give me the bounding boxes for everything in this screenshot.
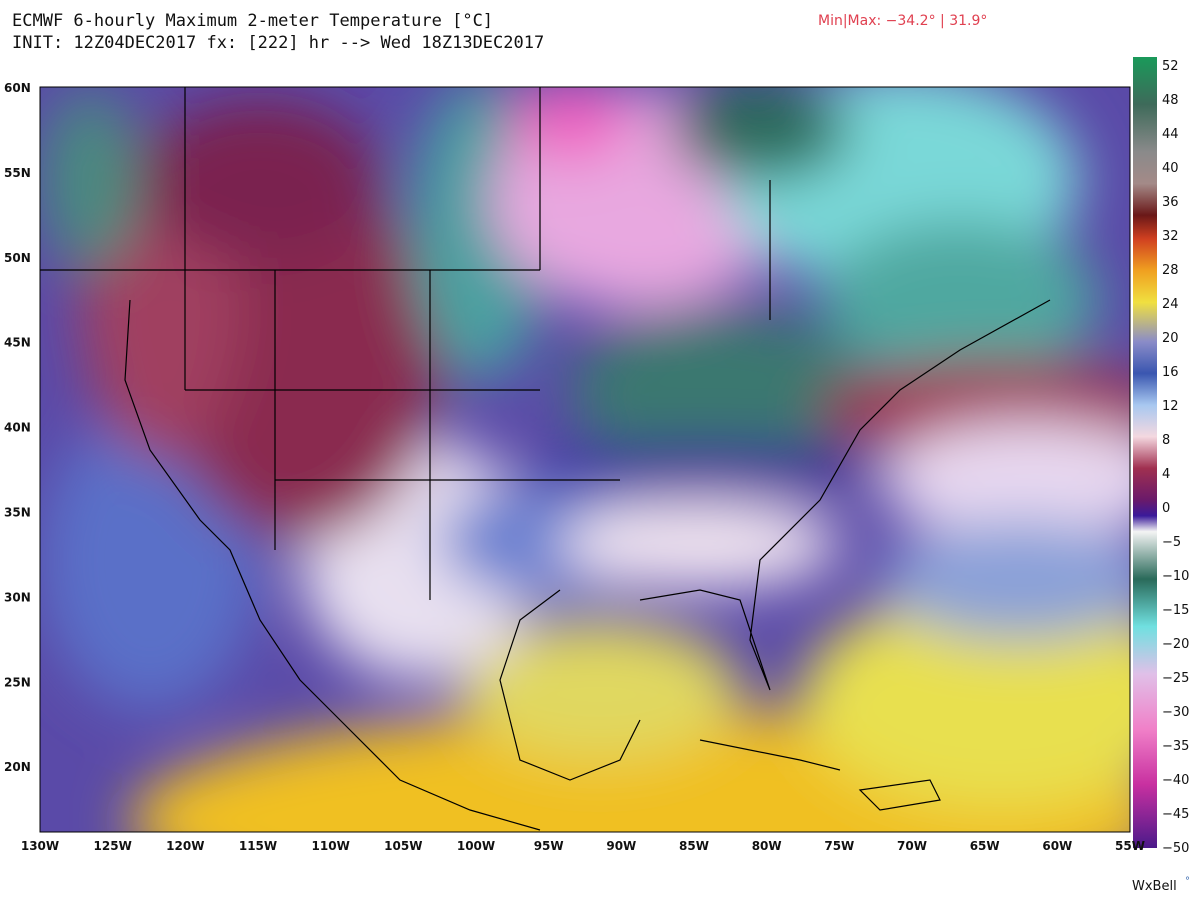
colorbar-label: 44 [1162,127,1179,142]
colorbar-label: −40 [1162,773,1189,788]
colorbar-label: 28 [1162,263,1179,278]
colorbar-label: −45 [1162,807,1189,822]
lat-label: 25N [4,675,31,689]
credit: WxBell [1132,879,1177,894]
coastlines [40,87,1051,831]
colorbar-label: 40 [1162,161,1179,176]
lon-label: 80W [752,839,782,853]
lon-label: 75W [824,839,854,853]
colorbar-label: 36 [1162,195,1179,210]
credit-mark: ° [1185,876,1190,887]
lon-label: 60W [1042,839,1072,853]
colorbar-label: 12 [1162,399,1179,414]
colorbar-label: −10 [1162,569,1189,584]
colorbar-label: 52 [1162,59,1179,74]
lat-label: 50N [4,251,31,265]
colorbar-label: −15 [1162,603,1189,618]
map-frame [39,86,1131,833]
lon-label: 85W [679,839,709,853]
init-line: INIT: 12Z04DEC2017 fx: [222] hr --> Wed … [12,33,544,53]
colorbar-label: 20 [1162,331,1179,346]
labels: 60N 55N 50N 45N 40N 35N 30N 25N 20N 130W 125W 120W 1… [4,59,1189,856]
map [40,87,1130,832]
colorbar-label: −25 [1162,671,1189,686]
colorbar-label: −30 [1162,705,1189,720]
lat-label: 55N [4,166,31,180]
title: ECMWF 6-hourly Maximum 2-meter Temperatu… [12,11,493,31]
lon-label: 105W [384,839,422,853]
lon-label: 110W [312,839,350,853]
colorbar-label: 0 [1162,501,1170,516]
lat-label: 20N [4,760,31,774]
lon-label: 100W [457,839,495,853]
lat-label: 60N [4,81,31,95]
colorbar-label: 24 [1162,297,1179,312]
lon-label: 120W [166,839,204,853]
lat-label: 45N [4,336,31,350]
colorbar-label: −20 [1162,637,1189,652]
colorbar-label: −35 [1162,739,1189,754]
lon-label: 125W [94,839,132,853]
lon-label: 95W [534,839,564,853]
lon-label: 65W [970,839,1000,853]
lon-label: 115W [239,839,277,853]
lat-label: 30N [4,590,31,604]
colorbar-label: −5 [1162,535,1181,550]
colorbar [1133,57,1157,848]
colorbar-label: 8 [1162,433,1170,448]
lat-label: 40N [4,421,31,435]
colorbar-label: 32 [1162,229,1179,244]
lon-label: 70W [897,839,927,853]
min-max: Min|Max: −34.2° | 31.9° [818,13,987,29]
lon-label: 130W [21,839,59,853]
colorbar-label: −50 [1162,841,1189,856]
colorbar-label: 16 [1162,365,1179,380]
lon-label: 55W [1115,839,1145,853]
lat-label: 35N [4,506,31,520]
colorbar-label: 48 [1162,93,1179,108]
lon-label: 90W [606,839,636,853]
colorbar-label: 4 [1162,467,1170,482]
